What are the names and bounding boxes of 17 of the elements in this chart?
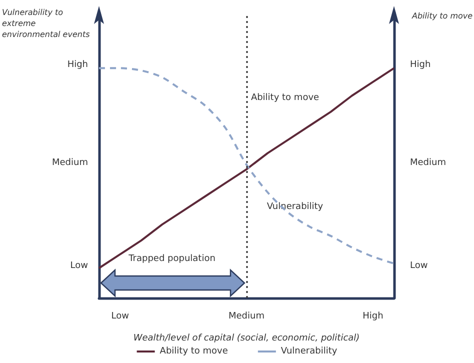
text: Medium [52, 158, 88, 168]
legend-label: Ability to move [160, 346, 228, 356]
text: Low [410, 261, 428, 271]
text: Low [70, 261, 88, 271]
text: Ability to move [411, 12, 473, 20]
x-tick-label: Low [111, 312, 129, 322]
x-tick-label: Medium [228, 312, 264, 322]
annotation: Trapped population [128, 254, 216, 264]
annotation: Vulnerability [266, 202, 324, 212]
text: High [410, 60, 431, 70]
x-tick-label: High [362, 312, 384, 322]
x-axis-title: Wealth/level of capital (social, economic, political) [133, 334, 360, 344]
legend-label: Vulnerability [280, 346, 338, 356]
text: High [67, 60, 88, 70]
text: Medium [410, 158, 446, 168]
y-axis-title: Vulnerability to extreme environmental events [2, 8, 90, 39]
y2-axis-title: Ability to move [250, 93, 320, 103]
